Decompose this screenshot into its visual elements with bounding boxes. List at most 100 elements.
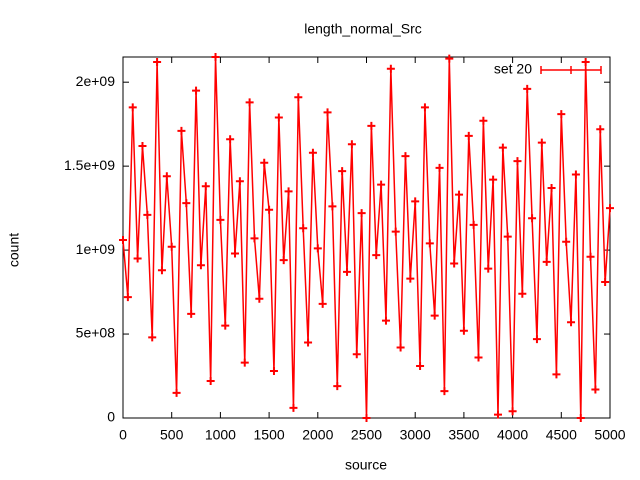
point-marker: [532, 335, 541, 344]
point-marker: [157, 266, 166, 275]
point-marker: [167, 242, 176, 251]
point-marker: [323, 108, 332, 117]
point-marker: [284, 187, 293, 196]
point-marker: [221, 321, 230, 330]
point-marker: [162, 172, 171, 181]
point-marker: [513, 157, 522, 166]
point-marker: [231, 249, 240, 258]
x-tick-label: 0: [119, 427, 127, 443]
point-marker: [547, 183, 556, 192]
point-marker: [123, 293, 132, 302]
chart-title: length_normal_Src: [304, 21, 422, 37]
point-marker: [352, 350, 361, 359]
point-marker: [313, 244, 322, 253]
point-marker: [518, 289, 527, 298]
point-marker: [396, 343, 405, 352]
point-marker: [440, 387, 449, 396]
point-marker: [567, 318, 576, 327]
point-marker: [411, 197, 420, 206]
point-marker: [211, 53, 220, 61]
point-marker: [172, 388, 181, 397]
point-marker: [542, 257, 551, 266]
y-tick-label: 2e+09: [76, 73, 116, 89]
x-tick-label: 500: [160, 427, 184, 443]
point-marker: [343, 267, 352, 276]
x-tick-label: 1500: [254, 427, 285, 443]
point-marker: [226, 135, 235, 144]
point-marker: [153, 58, 162, 67]
point-marker: [474, 353, 483, 362]
point-marker: [581, 58, 590, 67]
point-marker: [503, 232, 512, 241]
point-marker: [430, 311, 439, 320]
point-marker: [406, 274, 415, 283]
point-marker: [586, 252, 595, 261]
point-marker: [294, 93, 303, 102]
point-marker: [386, 64, 395, 73]
point-marker: [206, 377, 215, 386]
point-marker: [362, 414, 371, 422]
point-marker: [498, 143, 507, 152]
x-tick-label: 5000: [594, 427, 625, 443]
point-marker: [445, 54, 454, 63]
point-marker: [484, 264, 493, 273]
point-marker: [420, 103, 429, 112]
x-tick-label: 1000: [205, 427, 236, 443]
point-marker: [187, 309, 196, 318]
point-marker: [279, 256, 288, 265]
point-marker: [479, 116, 488, 125]
point-marker: [455, 190, 464, 199]
point-marker: [255, 294, 264, 303]
point-marker: [528, 214, 537, 223]
point-marker: [401, 152, 410, 161]
point-marker: [372, 251, 381, 260]
point-marker: [508, 407, 517, 416]
point-marker: [469, 220, 478, 229]
x-axis-label: source: [345, 457, 387, 473]
point-marker: [357, 209, 366, 218]
point-marker: [596, 125, 605, 134]
series-line: [122, 56, 611, 419]
point-marker: [391, 227, 400, 236]
point-marker: [308, 148, 317, 157]
point-marker: [201, 182, 210, 191]
y-tick-label: 1e+09: [76, 241, 116, 257]
x-tick-label: 4500: [546, 427, 577, 443]
point-marker: [459, 326, 468, 335]
x-tick-label: 2500: [351, 427, 382, 443]
point-marker: [128, 103, 137, 112]
x-tick-label: 3000: [400, 427, 431, 443]
point-marker: [367, 121, 376, 130]
point-marker: [177, 126, 186, 135]
point-marker: [552, 370, 561, 379]
point-marker: [557, 110, 566, 119]
point-marker: [299, 224, 308, 233]
point-marker: [576, 414, 585, 422]
point-marker: [562, 237, 571, 246]
legend-label: set 20: [494, 61, 532, 77]
point-marker: [138, 141, 147, 150]
point-marker: [260, 158, 269, 167]
point-marker: [435, 163, 444, 172]
point-marker: [606, 204, 614, 213]
point-marker: [377, 180, 386, 189]
point-marker: [133, 254, 142, 263]
point-marker: [304, 338, 313, 347]
point-marker: [333, 382, 342, 391]
point-marker: [493, 410, 502, 419]
point-marker: [274, 113, 283, 122]
point-marker: [571, 170, 580, 179]
point-marker: [450, 259, 459, 268]
point-marker: [192, 86, 201, 95]
y-axis-label: count: [6, 233, 22, 267]
point-marker: [143, 210, 152, 219]
point-marker: [318, 299, 327, 308]
point-marker: [489, 175, 498, 184]
point-marker: [235, 177, 244, 186]
point-marker: [265, 205, 274, 214]
point-marker: [425, 239, 434, 248]
y-tick-label: 5e+08: [76, 325, 116, 341]
point-marker: [148, 333, 157, 342]
